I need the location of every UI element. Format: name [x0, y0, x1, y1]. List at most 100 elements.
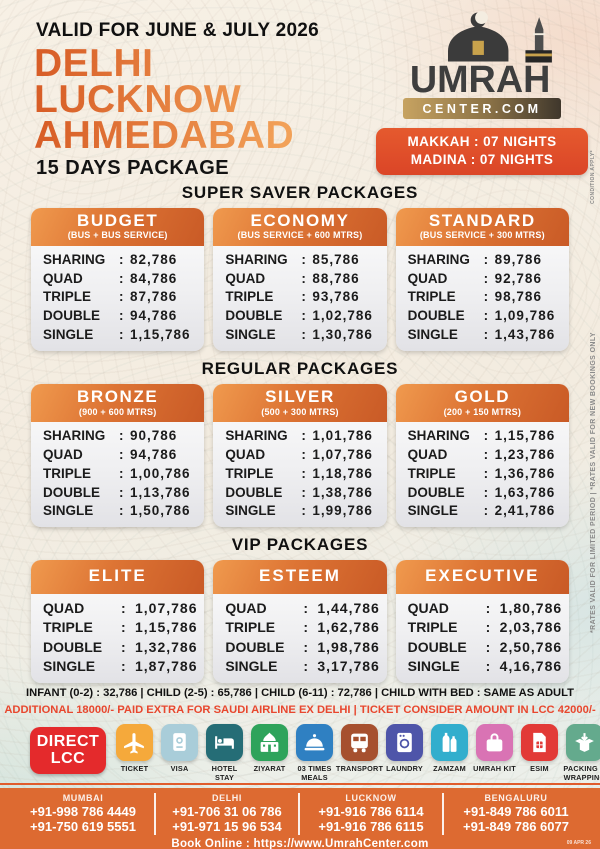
occupancy-label: TRIPLE [43, 619, 93, 636]
price-colon: : [483, 427, 489, 443]
price-value: 1,09,786 [494, 308, 556, 324]
price-colon: : [301, 446, 306, 462]
price-row: SHARING:1,01,786 [225, 427, 378, 446]
section-title: VIP PACKAGES [231, 535, 369, 555]
package-name: ESTEEM [259, 566, 341, 586]
package-card: EXECUTIVE QUAD:1,80,786 TRIPLE:2,03,786 DOU… [395, 560, 569, 684]
price-value: 2,50,786 [499, 638, 563, 655]
price-colon: : [119, 446, 124, 462]
package-card-header: GOLD (200 + 150 MTRS) [395, 384, 569, 422]
footer-divider [0, 783, 600, 785]
price-row: SHARING:89,786 [408, 251, 561, 270]
occupancy-label: DOUBLE [225, 638, 285, 655]
price-row: QUAD:1,23,786 [408, 446, 561, 465]
package-card-body: SHARING:85,786 QUAD:88,786 TRIPLE:93,786 DO… [213, 246, 386, 351]
price-row: DOUBLE:2,50,786 [407, 638, 563, 658]
package-card-header: EXECUTIVE [395, 560, 569, 594]
price-value: 82,786 [130, 251, 178, 267]
amenity-label: TICKET [120, 764, 149, 773]
occupancy-label: QUAD [407, 446, 448, 462]
footer: MUMBAI +91-998 786 4449 +91-750 619 5551 DE… [0, 788, 600, 849]
occupancy-label: DOUBLE [43, 308, 100, 324]
price-value: 1,44,786 [317, 599, 380, 616]
price-colon: : [119, 465, 124, 481]
section-title: REGULAR PACKAGES [201, 359, 399, 379]
price-colon: : [119, 484, 124, 500]
amenity-label: ESIM [530, 764, 549, 773]
phone-number[interactable]: +91-706 31 06 786 [172, 804, 282, 819]
price-colon: : [485, 638, 491, 655]
direct-lcc-badge: DIRECT LCC [30, 727, 106, 774]
occupancy-label: SINGLE [407, 658, 460, 675]
phone-number[interactable]: +91-849 786 6077 [463, 819, 569, 835]
price-colon: : [483, 327, 489, 343]
package-card-body: SHARING:1,01,786 QUAD:1,07,786 TRIPLE:1,18… [213, 422, 386, 527]
lcc-badge-line2: LCC [50, 749, 86, 767]
price-row: TRIPLE:1,15,786 [43, 618, 197, 638]
price-colon: : [301, 289, 306, 305]
occupancy-label: QUAD [43, 446, 83, 462]
makkah-nights: MAKKAH : 07 NIGHTS [407, 134, 557, 149]
price-colon: : [303, 658, 308, 675]
occupancy-label: DOUBLE [407, 308, 465, 324]
phone-number[interactable]: +91-916 786 6114 [318, 804, 424, 819]
package-card-body: QUAD:1,44,786 TRIPLE:1,62,786 DOUBLE:1,98,… [213, 594, 386, 683]
occupancy-label: SHARING [225, 251, 288, 267]
price-row: QUAD:1,07,786 [43, 599, 197, 619]
laundry-icon [386, 724, 423, 761]
price-row: TRIPLE:1,00,786 [43, 465, 196, 484]
package-subtitle: (BUS SERVICE + 600 MTRS) [237, 230, 363, 241]
package-card: BUDGET (BUS + BUS SERVICE) SHARING:82,786 Q… [31, 208, 205, 352]
price-colon: : [303, 599, 308, 616]
package-card-body: SHARING:90,786 QUAD:94,786 TRIPLE:1,00,786… [31, 422, 204, 527]
price-colon: : [121, 658, 126, 675]
price-row: QUAD:1,44,786 [225, 599, 380, 619]
occupancy-label: DOUBLE [407, 484, 465, 500]
package-card-header: ECONOMY (BUS SERVICE + 600 MTRS) [213, 208, 387, 246]
occupancy-label: DOUBLE [407, 638, 467, 655]
price-colon: : [119, 427, 124, 443]
price-colon: : [485, 599, 491, 616]
occupancy-label: SHARING [43, 251, 106, 267]
package-name: ECONOMY [250, 211, 350, 230]
price-row: DOUBLE:94,786 [43, 307, 196, 326]
price-value: 1,36,786 [494, 465, 556, 481]
package-subtitle: (200 + 150 MTRS) [443, 406, 522, 417]
price-colon: : [301, 503, 306, 519]
package-name: BUDGET [76, 211, 159, 230]
contact-column: MUMBAI +91-998 786 4449 +91-750 619 5551 [12, 793, 156, 835]
book-online-link[interactable]: Book Online : https://www.UmrahCenter.co… [171, 837, 429, 849]
package-subtitle: (500 + 300 MTRS) [261, 406, 339, 417]
package-name: SILVER [265, 387, 335, 407]
price-value: 1,18,786 [312, 465, 373, 481]
price-row: DOUBLE:1,38,786 [225, 484, 378, 503]
bus-icon [341, 724, 378, 761]
price-value: 98,786 [494, 289, 542, 305]
cards-row: BUDGET (BUS + BUS SERVICE) SHARING:82,786 Q… [31, 208, 569, 352]
phone-number[interactable]: +91-849 786 6011 [463, 804, 569, 819]
contact-column: LUCKNOW +91-916 786 6114 +91-916 786 6115 [300, 793, 444, 835]
contact-city: DELHI [212, 793, 242, 803]
price-row: QUAD:1,80,786 [408, 599, 562, 619]
phone-number[interactable]: +91-971 15 96 534 [172, 819, 282, 835]
price-row: QUAD:94,786 [43, 446, 196, 465]
price-row: TRIPLE:93,786 [225, 288, 378, 307]
plane-icon [116, 724, 153, 761]
amenity-label: PACKING & WRAPPING [563, 764, 600, 783]
package-card-body: QUAD:1,80,786 TRIPLE:2,03,786 DOUBLE:2,50,… [396, 594, 569, 683]
price-row: SINGLE:1,87,786 [43, 657, 197, 677]
phone-number[interactable]: +91-916 786 6115 [318, 819, 424, 835]
price-value: 1,15,786 [130, 327, 191, 343]
mosque-icon [251, 724, 288, 761]
price-value: 4,16,786 [499, 658, 563, 675]
price-value: 1,98,786 [317, 638, 380, 655]
price-value: 2,03,786 [499, 619, 563, 636]
price-value: 87,786 [130, 289, 178, 305]
package-card-header: SILVER (500 + 300 MTRS) [213, 384, 387, 422]
phone-number[interactable]: +91-998 786 4449 [30, 804, 136, 819]
phone-number[interactable]: +91-750 619 5551 [30, 819, 136, 835]
package-card: ESTEEM QUAD:1,44,786 TRIPLE:1,62,786 DOUBLE… [213, 560, 387, 684]
price-value: 1,13,786 [130, 484, 191, 500]
logo-brand-text: UMRAH [410, 59, 551, 100]
